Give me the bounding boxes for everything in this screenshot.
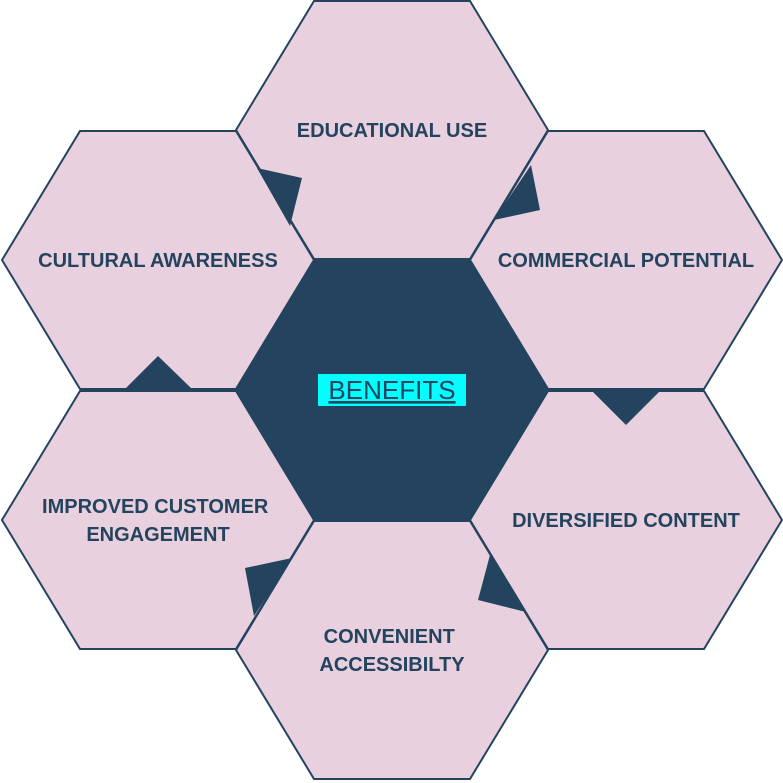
label-improved-customer-engagement: IMPROVED CUSTOMER ENGAGEMENT — [42, 496, 274, 546]
label-convenient-accessibility: CONVENIENT ACCESSIBILTY — [319, 626, 465, 676]
notch-top-left — [257, 168, 302, 226]
hex-commercial-potential: COMMERCIAL POTENTIAL — [468, 130, 783, 390]
hex-cultural-awareness: CULTURAL AWARENESS — [0, 130, 316, 390]
notch-top-right — [494, 165, 540, 220]
center-label: BENEFITS — [328, 375, 455, 405]
hex-improved-customer-engagement: IMPROVED CUSTOMER ENGAGEMENT — [0, 390, 316, 650]
hex-center-benefits: BENEFITS — [234, 260, 550, 520]
label-cultural-awareness: CULTURAL AWARENESS — [38, 250, 278, 272]
notch-right — [592, 391, 660, 425]
hex-convenient-accessibility: CONVENIENT ACCESSIBILTY — [234, 520, 550, 780]
notch-left — [124, 356, 193, 390]
label-commercial-potential: COMMERCIAL POTENTIAL — [498, 250, 754, 272]
connector-notches — [124, 165, 660, 616]
notch-bottom-right — [478, 555, 526, 612]
center-label-highlight — [318, 374, 466, 406]
label-educational-use: EDUCATIONAL USE — [297, 120, 487, 142]
notch-bottom-left — [245, 558, 292, 616]
label-diversified-content: DIVERSIFIED CONTENT — [512, 510, 740, 532]
